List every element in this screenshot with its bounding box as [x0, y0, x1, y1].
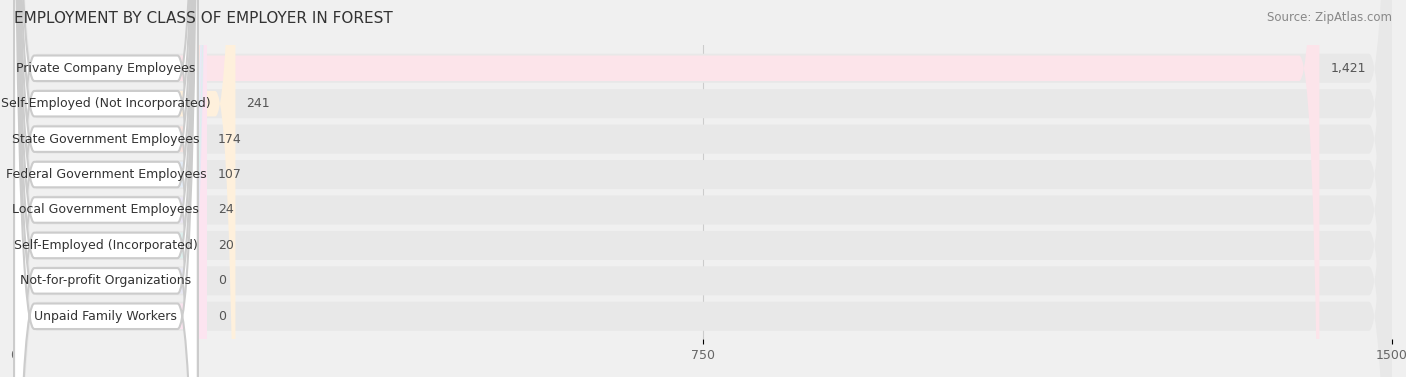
Text: 241: 241: [246, 97, 270, 110]
FancyBboxPatch shape: [14, 0, 198, 377]
FancyBboxPatch shape: [14, 0, 207, 377]
Text: 24: 24: [218, 204, 233, 216]
Text: Not-for-profit Organizations: Not-for-profit Organizations: [20, 274, 191, 287]
Text: State Government Employees: State Government Employees: [13, 133, 200, 146]
FancyBboxPatch shape: [14, 0, 198, 377]
FancyBboxPatch shape: [14, 0, 1392, 377]
FancyBboxPatch shape: [14, 0, 1392, 377]
Text: Self-Employed (Incorporated): Self-Employed (Incorporated): [14, 239, 198, 252]
FancyBboxPatch shape: [14, 0, 198, 377]
Text: 20: 20: [218, 239, 233, 252]
FancyBboxPatch shape: [14, 0, 198, 377]
FancyBboxPatch shape: [14, 0, 198, 377]
FancyBboxPatch shape: [14, 0, 1392, 377]
FancyBboxPatch shape: [14, 0, 207, 377]
FancyBboxPatch shape: [14, 0, 198, 377]
FancyBboxPatch shape: [14, 0, 1392, 377]
FancyBboxPatch shape: [14, 0, 207, 377]
FancyBboxPatch shape: [14, 0, 1392, 377]
FancyBboxPatch shape: [14, 0, 198, 377]
Text: 0: 0: [218, 310, 226, 323]
Text: Federal Government Employees: Federal Government Employees: [6, 168, 207, 181]
Text: Source: ZipAtlas.com: Source: ZipAtlas.com: [1267, 11, 1392, 24]
FancyBboxPatch shape: [14, 0, 1319, 377]
Text: 0: 0: [218, 274, 226, 287]
FancyBboxPatch shape: [14, 0, 207, 377]
Text: Private Company Employees: Private Company Employees: [17, 62, 195, 75]
Text: Self-Employed (Not Incorporated): Self-Employed (Not Incorporated): [1, 97, 211, 110]
FancyBboxPatch shape: [14, 0, 207, 377]
FancyBboxPatch shape: [14, 0, 198, 377]
Text: Local Government Employees: Local Government Employees: [13, 204, 200, 216]
Text: 174: 174: [218, 133, 242, 146]
Text: 107: 107: [218, 168, 242, 181]
FancyBboxPatch shape: [14, 0, 1392, 377]
Text: EMPLOYMENT BY CLASS OF EMPLOYER IN FOREST: EMPLOYMENT BY CLASS OF EMPLOYER IN FORES…: [14, 11, 392, 26]
FancyBboxPatch shape: [14, 0, 235, 377]
Text: Unpaid Family Workers: Unpaid Family Workers: [35, 310, 177, 323]
Text: 1,421: 1,421: [1330, 62, 1365, 75]
FancyBboxPatch shape: [14, 0, 1392, 377]
FancyBboxPatch shape: [14, 0, 1392, 377]
FancyBboxPatch shape: [14, 0, 207, 377]
